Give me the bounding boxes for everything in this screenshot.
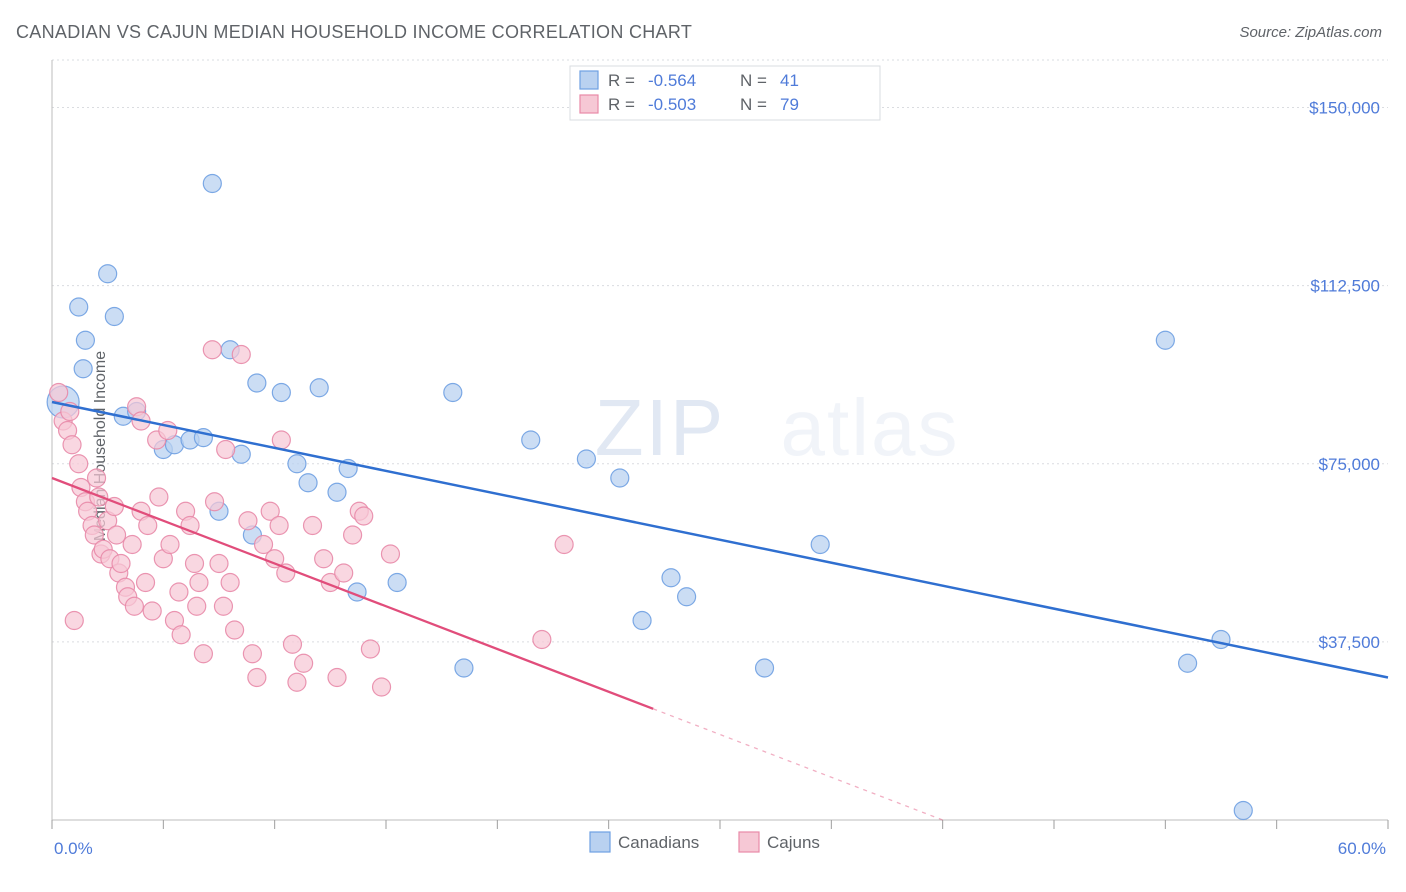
point-canadians [299,474,317,492]
point-canadians [444,384,462,402]
x-tick-label: 60.0% [1338,839,1386,858]
point-cajuns [243,645,261,663]
point-canadians [1156,331,1174,349]
point-cajuns [335,564,353,582]
point-canadians [272,384,290,402]
point-cajuns [137,574,155,592]
point-cajuns [206,493,224,511]
point-cajuns [555,536,573,554]
point-canadians [1234,802,1252,820]
point-cajuns [226,621,244,639]
point-cajuns [248,669,266,687]
point-cajuns [221,574,239,592]
point-cajuns [194,645,212,663]
point-cajuns [272,431,290,449]
point-cajuns [123,536,141,554]
point-canadians [388,574,406,592]
point-canadians [1212,631,1230,649]
point-cajuns [125,597,143,615]
point-cajuns [112,555,130,573]
point-canadians [74,360,92,378]
point-cajuns [239,512,257,530]
y-tick-label: $75,000 [1319,455,1380,474]
point-cajuns [304,517,322,535]
y-tick-label: $37,500 [1319,633,1380,652]
point-cajuns [295,654,313,672]
point-cajuns [373,678,391,696]
point-canadians [756,659,774,677]
stats-n-label: N = [740,71,767,90]
stats-r-value-cajuns: -0.503 [648,95,696,114]
point-cajuns [190,574,208,592]
point-canadians [678,588,696,606]
point-cajuns [88,469,106,487]
point-canadians [328,483,346,501]
point-cajuns [143,602,161,620]
point-cajuns [315,550,333,568]
stats-r-value-canadians: -0.564 [648,71,696,90]
point-canadians [522,431,540,449]
point-cajuns [172,626,190,644]
point-cajuns [533,631,551,649]
y-tick-label: $112,500 [1310,277,1380,296]
point-canadians [1179,654,1197,672]
point-cajuns [161,536,179,554]
point-cajuns [150,488,168,506]
watermark: atlas [781,383,960,472]
legend-label-canadians: Canadians [618,833,699,852]
point-canadians [99,265,117,283]
point-cajuns [270,517,288,535]
point-canadians [611,469,629,487]
stats-n-value-canadians: 41 [780,71,799,90]
point-cajuns [50,384,68,402]
point-cajuns [108,526,126,544]
stats-n-label: N = [740,95,767,114]
point-canadians [248,374,266,392]
point-cajuns [217,441,235,459]
stats-r-label: R = [608,71,635,90]
point-cajuns [210,555,228,573]
point-canadians [105,308,123,326]
point-cajuns [355,507,373,525]
point-cajuns [232,346,250,364]
legend-label-cajuns: Cajuns [767,833,820,852]
point-canadians [76,331,94,349]
point-canadians [811,536,829,554]
trendline-cajuns-dashed [653,709,942,820]
point-canadians [203,175,221,193]
point-canadians [662,569,680,587]
point-cajuns [139,517,157,535]
point-cajuns [214,597,232,615]
point-cajuns [344,526,362,544]
scatter-chart: $37,500 $75,000 $112,500 $150,000 0.0% 60.0% Z… [0,0,1406,892]
y-tick-label: $150,000 [1309,99,1380,118]
point-canadians [288,455,306,473]
point-cajuns [188,597,206,615]
point-canadians [455,659,473,677]
point-canadians [70,298,88,316]
x-tick-label: 0.0% [54,839,93,858]
legend-swatch-canadians [590,832,610,852]
point-cajuns [288,673,306,691]
watermark: ZIP [595,383,725,472]
stats-swatch-cajuns [580,95,598,113]
point-cajuns [361,640,379,658]
stats-n-value-cajuns: 79 [780,95,799,114]
chart-wrapper: CANADIAN VS CAJUN MEDIAN HOUSEHOLD INCOM… [0,0,1406,892]
point-cajuns [70,455,88,473]
stats-r-label: R = [608,95,635,114]
point-cajuns [203,341,221,359]
point-cajuns [170,583,188,601]
point-canadians [577,450,595,468]
point-cajuns [283,635,301,653]
point-canadians [310,379,328,397]
legend-swatch-cajuns [739,832,759,852]
point-cajuns [65,612,83,630]
point-cajuns [381,545,399,563]
stats-swatch-canadians [580,71,598,89]
point-cajuns [186,555,204,573]
point-canadians [633,612,651,630]
point-cajuns [328,669,346,687]
point-cajuns [63,436,81,454]
